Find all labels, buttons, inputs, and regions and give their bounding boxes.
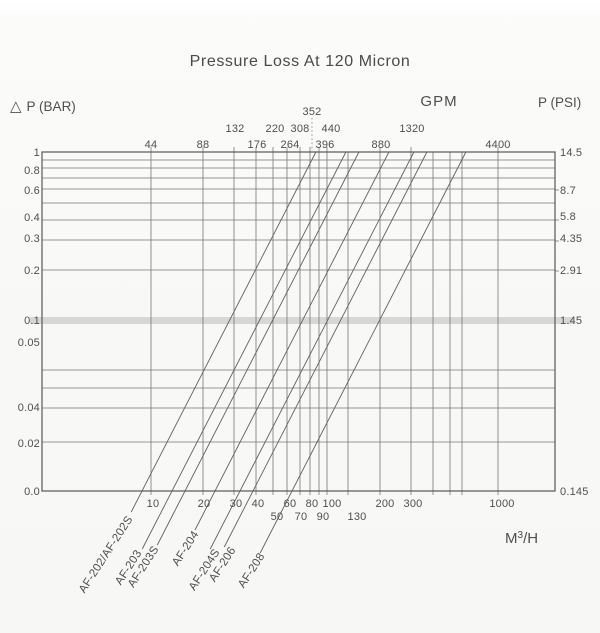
gpm-tick-label: 220 [266,123,285,135]
gpm-tick-label: 308 [291,123,310,135]
curve-af-203s [156,151,360,546]
gpm-tick-label: 352 [303,106,322,118]
curve-af-204s [209,151,415,550]
bar-tick-label: 0.3 [24,233,40,245]
bar-tick-label: 0.0 [24,486,40,498]
bar-tick-label: 1 [34,147,40,159]
m3h-tick-label: 80 [306,498,319,510]
m3h-tick-label: 300 [404,498,423,510]
bar-tick-label: 0.02 [18,438,40,450]
psi-tick-label: 14.5 [560,147,582,159]
bar-tick-label: 0.4 [24,212,40,224]
delta-triangle-icon: △ [10,98,22,115]
curve-af-206 [223,151,428,548]
psi-tick-label: 2.91 [560,265,582,277]
left-axis-title: △ P (BAR) [10,97,76,115]
plot-border [41,151,556,492]
curve-af-204 [194,151,390,531]
bar-tick-label: 0.04 [18,402,40,414]
gpm-tick-label: 176 [248,139,267,151]
bottom-axis-title-m: M [505,530,518,547]
bottom-axis-title-h: /H [523,530,539,547]
m3h-tick-label: 90 [317,511,330,523]
bar-tick-label: 0.6 [24,185,40,197]
top-axis-title: GPM [420,93,458,110]
m3h-tick-label: 130 [348,511,367,523]
m3h-tick-label: 20 [198,498,211,510]
left-axis-title-text: P (BAR) [26,99,76,114]
psi-tick-label: 0.145 [560,486,589,498]
curve-af-208 [259,151,467,554]
chart-title: Pressure Loss At 120 Micron [189,53,411,70]
gpm-tick-label: 44 [145,139,158,151]
gpm-tick-label: 880 [372,139,391,151]
gpm-tick-label: 440 [322,123,341,135]
curve-af-202-af-202s [130,151,317,513]
gpm-tick-label: 396 [316,139,335,151]
m3h-tick-label: 70 [295,511,308,523]
m3h-tick-label: 200 [376,498,395,510]
gpm-tick-label: 4400 [485,139,510,151]
gpm-tick-label: 1320 [399,123,424,135]
m3h-tick-label: 30 [230,498,243,510]
gpm-tick-label: 88 [197,139,210,151]
m3h-tick-label: 10 [147,498,160,510]
curve-label: AF-208 [236,551,267,590]
bar-tick-label: 0.05 [18,337,40,349]
curve-af-203 [141,151,347,550]
psi-tick-label: 8.7 [560,185,576,197]
psi-tick-label: 1.45 [560,315,582,327]
bar-tick-label: 0.8 [24,165,40,177]
m3h-tick-label: 100 [323,498,342,510]
m3h-tick-label: 1000 [489,498,514,510]
bar-tick-label: 0.1 [24,315,40,327]
m3h-tick-label: 50 [271,511,284,523]
m3h-tick-label: 60 [284,498,297,510]
m3h-tick-label: 40 [252,498,265,510]
psi-tick-label: 5.8 [560,211,576,223]
gpm-tick-label: 264 [281,139,300,151]
gpm-tick-label: 132 [226,123,245,135]
bar-tick-label: 0.2 [24,265,40,277]
curve-label: AF-204 [170,529,201,569]
bottom-axis-title: M3/H [505,530,538,547]
bottom-axis-title-sup3: 3 [517,530,524,541]
psi-tick-label: 4.35 [560,233,582,245]
right-axis-title: P (PSI) [538,95,582,110]
